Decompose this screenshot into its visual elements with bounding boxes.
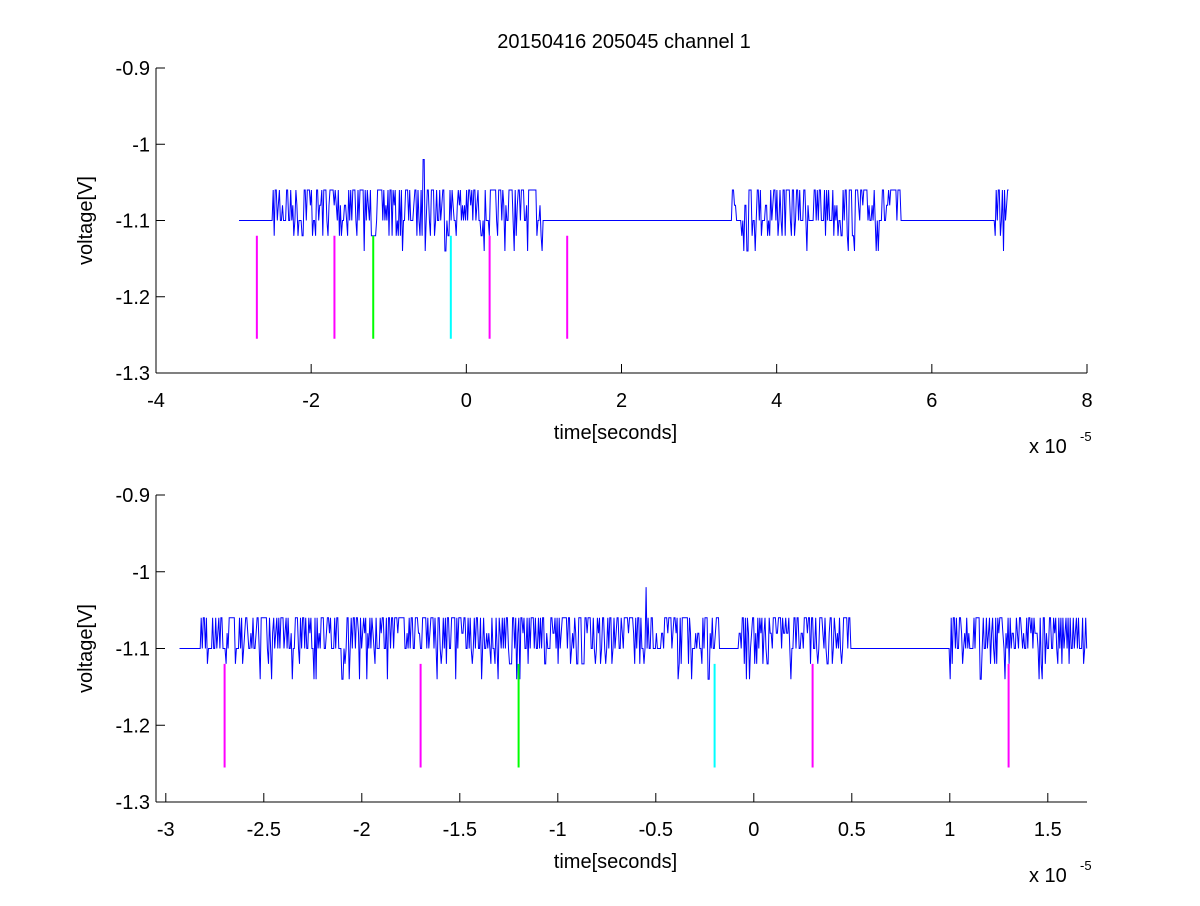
x-multiplier: x 10 <box>1029 865 1067 887</box>
figure-title: 20150416 205045 channel 1 <box>497 31 751 53</box>
y-tick-label: -1.1 <box>116 211 150 233</box>
y-tick-label: -0.9 <box>116 485 150 507</box>
x-tick-label: -2.5 <box>247 819 281 841</box>
x-tick-label: 4 <box>771 390 782 412</box>
x-multiplier: x 10 <box>1029 436 1067 458</box>
x-tick-label: -3 <box>157 819 175 841</box>
y-tick-label: -1.3 <box>116 363 150 385</box>
x-tick-label: -1 <box>549 819 567 841</box>
y-tick-label: -1 <box>132 134 150 156</box>
x-tick-label: 1 <box>944 819 955 841</box>
voltage-trace <box>179 587 1088 680</box>
x-tick-label: -4 <box>147 390 165 412</box>
x-multiplier-exponent: -5 <box>1080 429 1092 444</box>
x-tick-label: -2 <box>302 390 320 412</box>
x-tick-label: -1.5 <box>443 819 477 841</box>
y-tick-label: -1.2 <box>116 287 150 309</box>
x-tick-label: 0 <box>748 819 759 841</box>
axes-top: -4 -2 0 2 4 6 8 -1.3 -1.2 -1.1 -1 -0.9 time[seconds]… <box>75 58 1093 458</box>
x-tick-label: 0 <box>461 390 472 412</box>
y-tick-label: -0.9 <box>116 58 150 80</box>
y-tick-label: -1 <box>132 562 150 584</box>
x-tick-label: 1.5 <box>1034 819 1062 841</box>
y-tick-label: -1.3 <box>116 792 150 814</box>
y-tick-label: -1.2 <box>116 715 150 737</box>
x-tick-label: 2 <box>616 390 627 412</box>
y-axis-label: voltage[V] <box>75 176 97 265</box>
x-axis-label: time[seconds] <box>554 851 677 873</box>
y-axis-label: voltage[V] <box>75 604 97 693</box>
x-tick-label: 8 <box>1081 390 1092 412</box>
axes-bottom: -3 -2.5 -2 -1.5 -1 -0.5 0 0.5 1 1.5 -1.3 -1.2 -1.1 -1… <box>75 485 1092 887</box>
x-tick-label: -0.5 <box>639 819 673 841</box>
x-tick-label: 6 <box>926 390 937 412</box>
voltage-trace <box>239 159 1009 252</box>
y-tick-label: -1.1 <box>116 639 150 661</box>
x-tick-label: -2 <box>353 819 371 841</box>
x-multiplier-exponent: -5 <box>1080 858 1092 873</box>
x-tick-label: 0.5 <box>838 819 866 841</box>
x-axis-label: time[seconds] <box>554 422 677 444</box>
